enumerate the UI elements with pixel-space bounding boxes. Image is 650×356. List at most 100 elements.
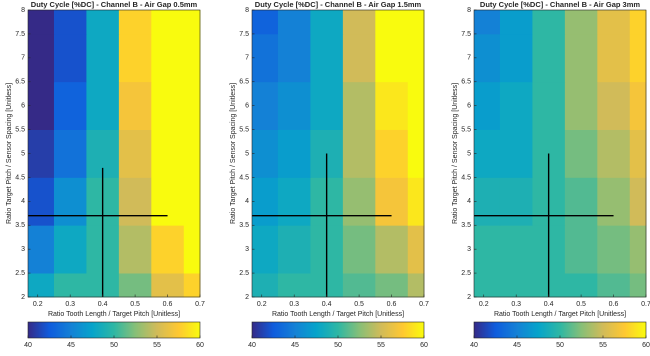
heat-cell [252,129,279,178]
heat-cell [342,129,376,178]
heat-cell [342,81,376,130]
heat-cell [474,225,501,274]
heat-cell [375,129,409,178]
y-tick-label: 7 [245,55,249,62]
y-tick-label: 2 [467,294,471,301]
heat-cell [499,177,533,226]
heat-cell [407,225,425,274]
heat-cell [277,177,311,226]
heat-cell [629,273,647,298]
y-axis-label: Ratio Target Pitch / Sensor Spacing [Uni… [6,83,13,224]
heat-cell [310,33,344,83]
heat-cell [564,10,598,35]
x-tick-label: 0.5 [576,301,586,308]
x-tick-label: 0.3 [65,301,75,308]
y-tick-label: 5 [245,150,249,157]
y-tick-label: 4 [245,198,249,205]
heat-cell [597,33,631,83]
heat-cell [474,33,501,83]
y-tick-label: 6 [467,103,471,110]
heat-cell [118,33,152,83]
heat-cell [375,225,409,274]
heat-cell [277,129,311,178]
heat-cell [474,81,501,130]
heat-cell [151,273,185,298]
heat-cell [407,129,425,178]
x-tick-label: 0.4 [544,301,554,308]
x-tick-label: 0.3 [289,301,299,308]
colorbar-tick-label: 45 [291,342,299,349]
y-tick-label: 6 [245,103,249,110]
heat-cell [499,273,533,298]
y-tick-label: 7.5 [461,31,471,38]
chart-title: Duty Cycle [%DC] - Channel B - Air Gap 0… [31,0,198,9]
heat-cell [629,33,647,83]
x-tick-label: 0.7 [195,301,205,308]
x-tick-label: 0.5 [354,301,364,308]
heat-cell [53,10,87,35]
colorbar-tick-label: 40 [24,342,32,349]
y-tick-label: 7.5 [239,31,249,38]
y-tick-label: 3 [245,246,249,253]
heat-cell [342,273,376,298]
heat-cell [118,177,152,226]
heat-cell [310,81,344,130]
heat-cell [532,10,566,35]
y-tick-label: 4 [21,198,25,205]
heat-cell [407,33,425,83]
x-tick-label: 0.3 [511,301,521,308]
colorbar-tick-label: 40 [248,342,256,349]
heat-cell [375,273,409,298]
colorbar-tick-label: 50 [334,342,342,349]
chart-title: Duty Cycle [%DC] - Channel B - Air Gap 1… [255,0,422,9]
heat-cell [474,129,501,178]
heat-cell [564,81,598,130]
heat-cell [629,81,647,130]
heat-cell [86,33,120,83]
y-tick-label: 6.5 [239,79,249,86]
y-tick-label: 3.5 [239,222,249,229]
colorbar-tick-label: 55 [377,342,385,349]
colorbar-tick-label: 50 [556,342,564,349]
x-axis-label: Ratio Tooth Length / Target Pitch [Unitl… [272,311,404,318]
heat-cell [183,81,201,130]
y-tick-label: 4 [467,198,471,205]
heat-cell [597,225,631,274]
y-tick-label: 4.5 [239,174,249,181]
y-tick-label: 7 [21,55,25,62]
x-tick-label: 0.6 [609,301,619,308]
heat-cell [183,225,201,274]
y-tick-label: 5 [21,150,25,157]
heat-cell [407,81,425,130]
heat-cell [183,10,201,35]
y-tick-label: 5.5 [15,126,25,133]
heat-cell [564,225,598,274]
heat-cell [183,177,201,226]
heat-cell [474,273,501,298]
x-tick-label: 0.5 [130,301,140,308]
heat-cell [252,81,279,130]
y-tick-label: 7 [467,55,471,62]
heat-cell [53,225,87,274]
y-tick-label: 5.5 [239,126,249,133]
colorbar-tick-label: 60 [420,342,428,349]
y-tick-label: 5 [467,150,471,157]
chart-title: Duty Cycle [%DC] - Channel B - Air Gap 3… [480,0,640,9]
heat-cell [53,129,87,178]
heat-cell [375,81,409,130]
y-tick-label: 3.5 [461,222,471,229]
colorbar-tick-label: 55 [153,342,161,349]
y-tick-label: 3 [467,246,471,253]
heat-cell [629,129,647,178]
heat-cell [407,273,425,298]
x-tick-label: 0.7 [641,301,650,308]
colorbar-tick-label: 60 [196,342,204,349]
y-tick-label: 6.5 [461,79,471,86]
heat-cell [342,225,376,274]
heat-cell [277,81,311,130]
heat-cell [375,33,409,83]
heat-cell [375,10,409,35]
heat-cell [252,177,279,226]
heat-cell [277,10,311,35]
